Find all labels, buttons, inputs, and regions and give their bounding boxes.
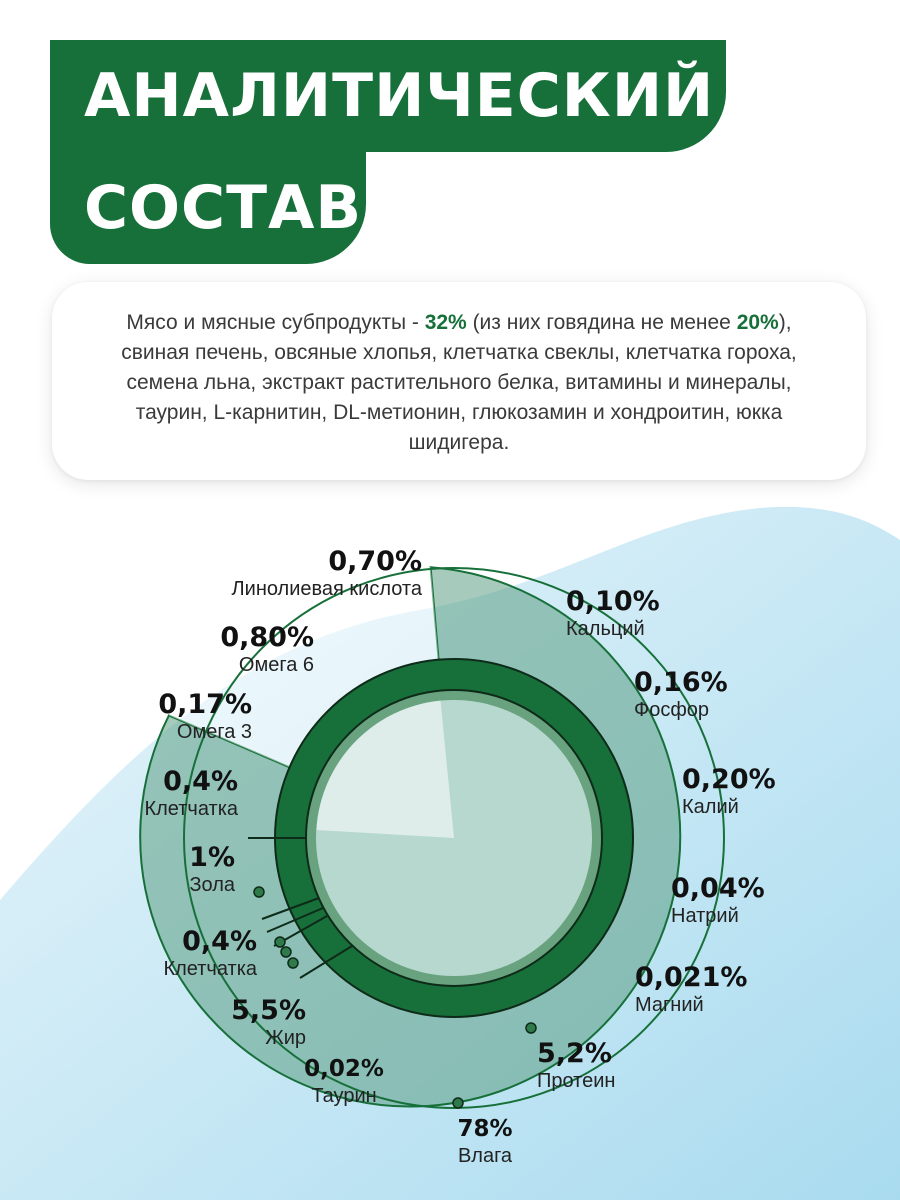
composition-highlight-beef: 20% — [736, 311, 779, 334]
title-banner-line2: СОСТАВ — [50, 152, 366, 264]
label-name: Линолиевая кислота — [231, 578, 422, 600]
label-name: Натрий — [671, 905, 739, 927]
label-name: Кальций — [566, 618, 645, 640]
label-value: 0,80% — [220, 622, 314, 653]
marker-dot — [287, 957, 299, 969]
label-name: Протеин — [537, 1070, 616, 1092]
label-linoleic-acid: 0,70% Линолиевая кислота — [232, 547, 422, 601]
label-calcium: 0,10% Кальций — [566, 587, 660, 641]
label-value: 0,16% — [634, 667, 728, 698]
inner-ring-divider — [266, 907, 324, 933]
center-highlight-wedge — [316, 700, 454, 838]
label-name: Фосфор — [634, 699, 710, 721]
label-value: 5,5% — [231, 995, 306, 1026]
label-name: Таурин — [311, 1085, 377, 1107]
marker-dot — [280, 946, 292, 958]
label-value: 5,2% — [537, 1038, 612, 1069]
composition-card: Мясо и мясные субпродукты - 32% (из них … — [52, 282, 866, 480]
label-value: 0,4% — [182, 926, 257, 957]
title-line2: СОСТАВ — [84, 173, 363, 243]
marker-dot — [253, 886, 265, 898]
composition-text-3: ), свиная печень, овсяные хлопья, клетча… — [121, 311, 797, 454]
title-line1: АНАЛИТИЧЕСКИЙ — [84, 61, 715, 131]
label-value: 0,02% — [304, 1056, 384, 1082]
marker-dot — [525, 1022, 537, 1034]
label-name: Жир — [265, 1027, 306, 1049]
label-value: 0,70% — [328, 546, 422, 577]
label-name: Клетчатка — [144, 798, 238, 820]
label-fat: 5,5% Жир — [231, 996, 306, 1050]
composition-text-2: (из них говядина не менее — [466, 311, 737, 334]
label-omega-3: 0,17% Омега 3 — [158, 690, 252, 744]
label-name: Клетчатка — [163, 958, 257, 980]
label-fiber: 0,4% Клетчатка — [144, 767, 238, 821]
label-value: 0,4% — [163, 766, 238, 797]
composition-text-1: Мясо и мясные субпродукты - — [126, 311, 425, 334]
label-omega-6: 0,80% Омега 6 — [220, 623, 314, 677]
inner-ring-divider — [261, 897, 320, 920]
composition-highlight-meat: 32% — [424, 311, 467, 334]
label-value: 0,17% — [158, 689, 252, 720]
label-ash: 1% Зола — [189, 843, 235, 897]
label-name: Магний — [635, 994, 704, 1016]
label-name: Калий — [682, 796, 739, 818]
label-magnesium: 0,021% Магний — [635, 963, 747, 1017]
label-name: Омега 3 — [176, 721, 252, 743]
label-value: 0,20% — [682, 764, 776, 795]
title-banner-line1: АНАЛИТИЧЕСКИЙ — [50, 40, 726, 152]
label-name: Омега 6 — [238, 654, 314, 676]
label-value: 0,04% — [671, 873, 765, 904]
label-name: Зола — [189, 874, 235, 896]
label-value: 78% — [457, 1116, 513, 1142]
label-fiber-2: 0,4% Клетчатка — [163, 927, 257, 981]
label-value: 0,021% — [635, 962, 748, 993]
label-value: 1% — [189, 842, 235, 873]
marker-dot — [274, 936, 286, 948]
marker-dot — [452, 1097, 464, 1109]
label-protein: 5,2% Протеин — [537, 1039, 615, 1093]
label-name: Влага — [457, 1145, 513, 1167]
outer-ring-outline — [183, 567, 725, 1109]
inner-ring-divider — [299, 945, 353, 979]
label-phosphorus: 0,16% Фосфор — [634, 668, 728, 722]
label-sodium: 0,04% Натрий — [671, 874, 765, 928]
label-potassium: 0,20% Калий — [682, 765, 776, 819]
label-moisture: 78% Влага — [437, 1114, 533, 1168]
label-value: 0,10% — [566, 586, 660, 617]
label-taurine: 0,02% Таурин — [296, 1054, 392, 1108]
